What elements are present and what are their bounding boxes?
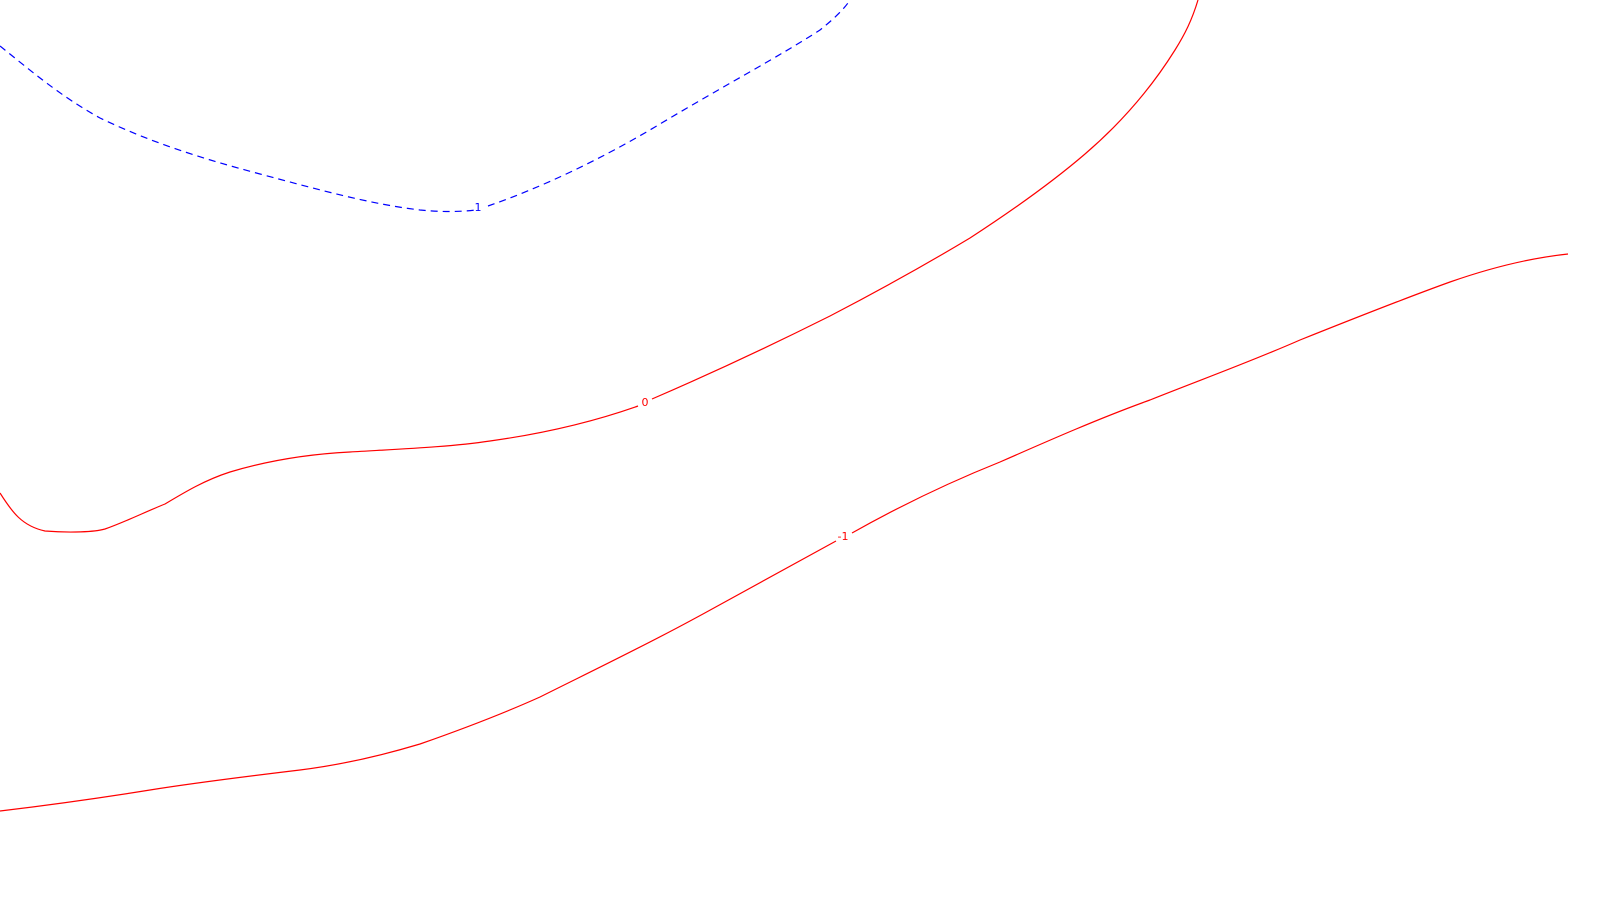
contour-line-level-neg1	[0, 540, 837, 812]
contour-line-level-neg1-segment	[851, 253, 1569, 534]
contour-line-level-1-segment	[487, 0, 851, 207]
contour-line-level-1	[0, 45, 477, 213]
contour-label-level-1: 1	[475, 201, 482, 214]
contour-label-level-0: 0	[642, 396, 649, 409]
contour-label-level-neg1: -1	[838, 530, 849, 543]
contour-line-level-0	[0, 405, 639, 533]
contour-line-level-0-segment	[651, 0, 1199, 400]
